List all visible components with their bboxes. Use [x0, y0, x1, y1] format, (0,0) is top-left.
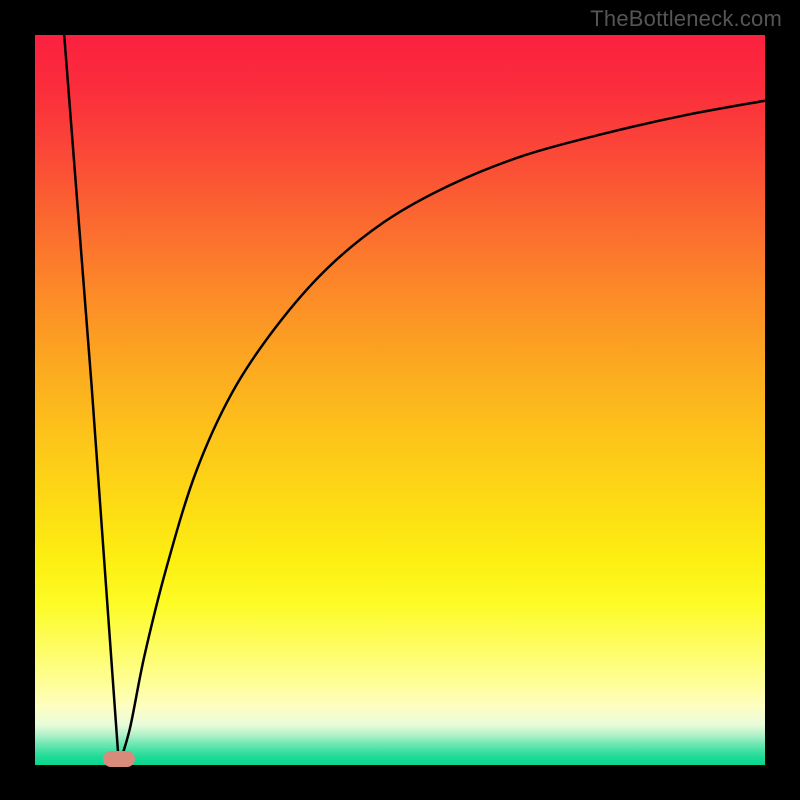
dip-marker	[103, 751, 135, 767]
chart-stage: TheBottleneck.com	[0, 0, 800, 800]
bottleneck-chart	[0, 0, 800, 800]
